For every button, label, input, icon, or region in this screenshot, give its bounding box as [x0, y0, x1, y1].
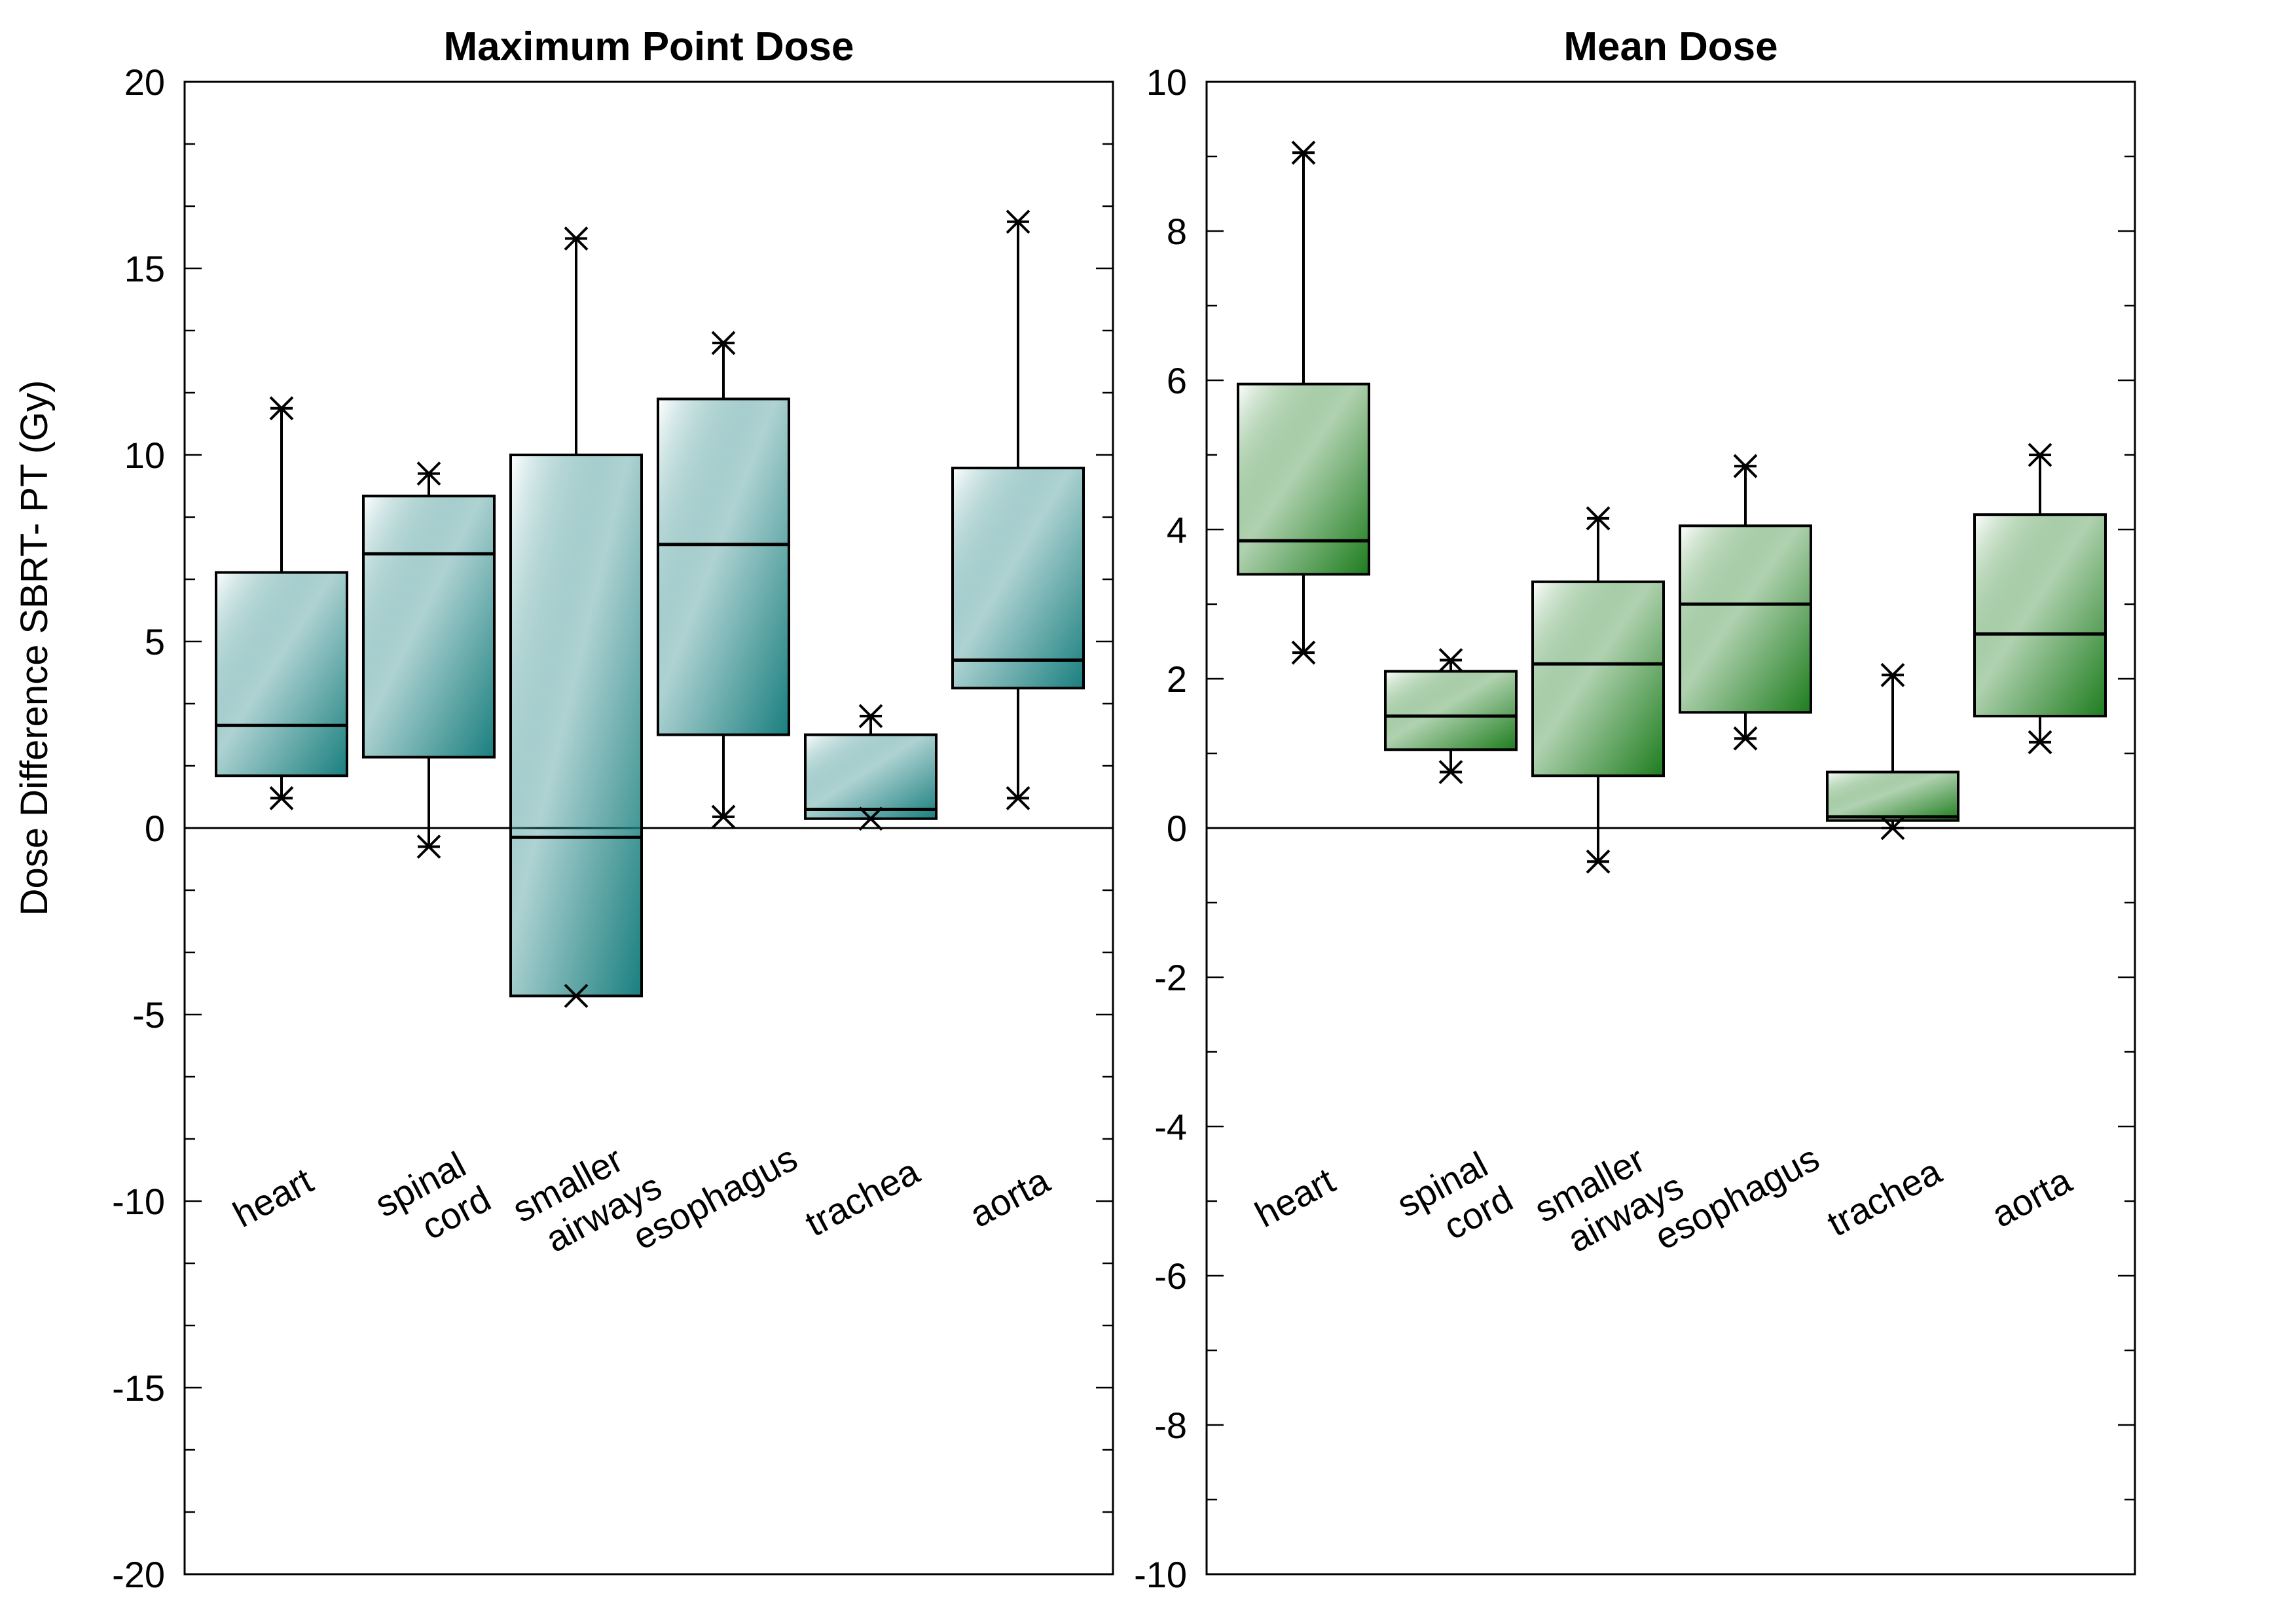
y-tick-label: 0	[1167, 808, 1187, 849]
category-label-trachea: trachea	[1821, 1150, 1948, 1244]
box-aorta	[951, 209, 1085, 810]
max-marker	[1006, 209, 1030, 234]
y-tick-label: -8	[1154, 1405, 1187, 1446]
box-heart	[215, 396, 348, 810]
box-body	[1679, 524, 1812, 714]
y-tick-label: 10	[1146, 62, 1187, 103]
category-label-heart: heart	[1248, 1159, 1342, 1235]
y-tick-label: 15	[124, 248, 165, 289]
box-body	[509, 454, 643, 998]
y-tick-label: -10	[112, 1181, 165, 1222]
max-marker	[1438, 648, 1463, 672]
min-marker	[1880, 816, 1905, 840]
y-tick-label: -10	[1134, 1554, 1187, 1595]
y-tick-label: 20	[124, 62, 165, 103]
min-marker	[1291, 640, 1316, 665]
max-marker	[711, 331, 736, 355]
category-label-spinal-cord: spinalcord	[1390, 1141, 1519, 1262]
box-heart	[1237, 140, 1370, 665]
box-body	[1531, 580, 1665, 778]
box-body	[1973, 513, 2107, 717]
y-tick-label: -15	[112, 1367, 165, 1409]
category-label-heart: heart	[227, 1159, 320, 1235]
y-tick-label: 5	[145, 621, 165, 662]
min-marker	[1586, 849, 1611, 874]
min-marker	[564, 984, 589, 1008]
min-marker	[2028, 730, 2052, 755]
y-tick-label: 8	[1167, 211, 1187, 252]
box-esophagus	[1679, 454, 1812, 751]
min-marker	[1733, 726, 1758, 751]
box-body	[215, 571, 348, 778]
box-body	[362, 494, 496, 759]
y-tick-label: 2	[1167, 658, 1187, 700]
max-marker	[1880, 662, 1905, 687]
box-esophagus	[657, 331, 790, 829]
box-spinal-cord	[362, 461, 496, 859]
max-marker	[269, 396, 294, 421]
min-marker	[269, 785, 294, 810]
panel-title: Mean Dose	[1563, 24, 1777, 69]
box-smaller-airways	[1531, 506, 1665, 874]
max-marker	[2028, 442, 2052, 467]
y-tick-label: 4	[1167, 509, 1187, 550]
min-marker	[1438, 760, 1463, 784]
box-body	[951, 466, 1085, 690]
max-marker	[564, 226, 589, 251]
min-marker	[858, 806, 883, 831]
min-marker	[1006, 785, 1030, 810]
category-label-spinal-cord: spinalcord	[368, 1141, 497, 1262]
y-tick-label: -4	[1154, 1106, 1187, 1147]
category-label-aorta: aorta	[1985, 1159, 2079, 1235]
max-marker	[1733, 454, 1758, 478]
box-body	[657, 397, 790, 736]
y-tick-label: -20	[112, 1554, 165, 1595]
category-label-aorta: aorta	[963, 1159, 1057, 1235]
y-tick-label: 0	[145, 808, 165, 849]
min-marker	[711, 804, 736, 829]
box-body	[804, 733, 938, 820]
box-trachea	[804, 704, 938, 831]
y-tick-label: -5	[132, 994, 165, 1036]
y-tick-label: 6	[1167, 360, 1187, 401]
maximum-point-dose-panel: Maximum Point Dose 20 15 10 5 0 -5 -10 -15 -20 Dos…	[13, 24, 1114, 1595]
box-body	[1826, 770, 1959, 822]
panel-title: Maximum Point Dose	[444, 24, 854, 69]
box-body	[1237, 382, 1370, 576]
max-marker	[1291, 140, 1316, 165]
box-trachea	[1826, 662, 1959, 840]
box-smaller-airways	[509, 226, 643, 1008]
box-spinal-cord	[1384, 648, 1518, 784]
max-marker	[416, 461, 441, 486]
mean-dose-panel: Mean Dose 10 8 6 4 2 0 -2 -4 -6 -8 -10 heart spinalco…	[1134, 24, 2136, 1595]
box-aorta	[1973, 442, 2107, 755]
max-marker	[1586, 506, 1611, 531]
max-marker	[858, 704, 883, 729]
min-marker	[416, 835, 441, 859]
y-tick-label: -2	[1154, 957, 1187, 998]
category-label-trachea: trachea	[799, 1150, 926, 1244]
box-body	[1384, 670, 1518, 751]
y-tick-label: 10	[124, 435, 165, 476]
y-tick-label: -6	[1154, 1255, 1187, 1297]
y-axis-title: Dose Difference SBRT- PT (Gy)	[13, 380, 56, 916]
